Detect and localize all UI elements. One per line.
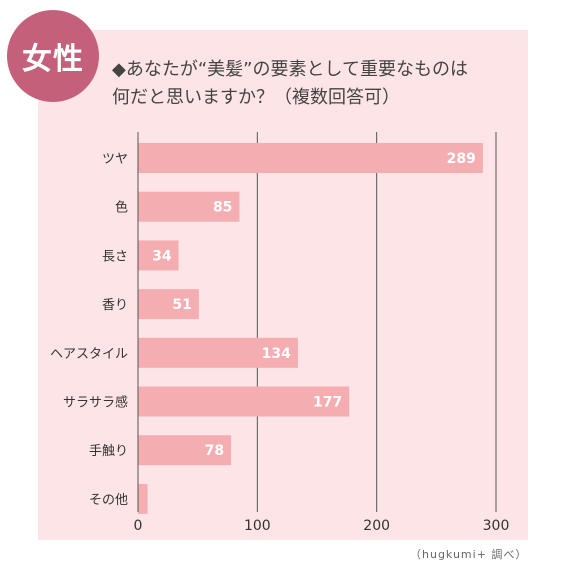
source-note: （hugkumi+ 調べ） xyxy=(410,548,528,561)
value-label-0: 289 xyxy=(447,151,476,167)
bar-6 xyxy=(138,435,232,466)
category-label-4: ヘアスタイル xyxy=(50,347,128,362)
value-label-6: 78 xyxy=(205,443,224,459)
value-label-1: 85 xyxy=(213,200,232,216)
category-label-3: 香り xyxy=(102,298,128,313)
category-label-1: 色 xyxy=(115,200,128,216)
chart-title: ◆あなたが“美髪”の要素として重要なものは 何だと思いますか？（複数回答可） xyxy=(112,56,517,112)
bar-2 xyxy=(138,240,179,271)
chart-panel xyxy=(38,30,528,540)
bar-1 xyxy=(138,191,240,222)
category-label-0: ツヤ xyxy=(102,152,128,167)
x-tick-label-200: 200 xyxy=(363,518,390,534)
bar-4 xyxy=(138,337,298,368)
bar-7 xyxy=(138,483,148,514)
category-label-6: 手触り xyxy=(89,444,128,459)
category-label-5: サラサラ感 xyxy=(63,395,128,411)
bar-0 xyxy=(138,143,483,173)
category-label-2: 長さ xyxy=(102,249,128,264)
bar-3 xyxy=(138,289,199,320)
title-line-2: 何だと思いますか？（複数回答可） xyxy=(112,87,400,108)
title-line-1: ◆あなたが“美髪”の要素として重要なものは xyxy=(112,59,468,80)
value-label-3: 51 xyxy=(172,297,191,313)
category-label-7: その他 xyxy=(89,493,128,508)
female-badge: 女性 xyxy=(7,10,99,102)
value-label-4: 134 xyxy=(262,346,291,362)
bar-5 xyxy=(138,386,350,417)
x-tick-label-100: 100 xyxy=(244,518,271,534)
x-tick-label-0: 0 xyxy=(134,518,143,534)
x-tick-label-300: 300 xyxy=(483,518,510,534)
value-label-5: 177 xyxy=(313,395,342,411)
badge-label: 女性 xyxy=(22,42,84,77)
value-label-2: 34 xyxy=(152,248,172,264)
